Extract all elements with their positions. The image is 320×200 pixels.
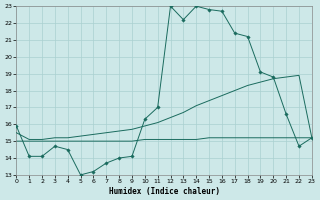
X-axis label: Humidex (Indice chaleur): Humidex (Indice chaleur) <box>108 187 220 196</box>
